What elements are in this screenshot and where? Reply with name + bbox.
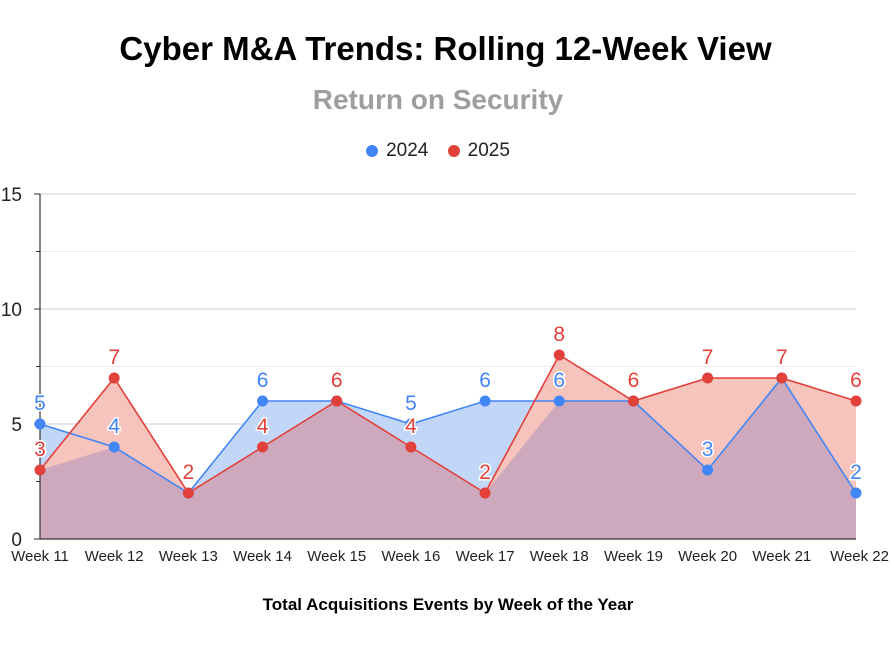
data-label-2024: 6 <box>257 369 269 392</box>
chart-title: Cyber M&A Trends: Rolling 12-Week View <box>119 30 772 67</box>
data-point-2024 <box>553 395 565 407</box>
data-label-2024: 2 <box>850 461 862 484</box>
data-point-2025 <box>331 395 343 407</box>
x-tick-label: Week 11 <box>11 548 69 565</box>
legend-item-2024[interactable]: 2024 <box>366 140 428 162</box>
data-label-2025: 2 <box>183 461 195 484</box>
data-label-2025: 7 <box>776 346 788 369</box>
data-point-2025 <box>553 349 565 361</box>
data-label-2024: 6 <box>479 369 491 392</box>
legend-item-2025[interactable]: 2025 <box>447 140 510 162</box>
data-label-2025: 7 <box>702 346 714 369</box>
y-tick-label: 10 <box>1 300 22 321</box>
x-tick-label: Week 22 <box>830 548 889 565</box>
data-point-2025 <box>702 372 714 384</box>
data-label-2025: 6 <box>850 369 862 392</box>
legend-marker-2024 <box>366 145 379 157</box>
x-tick-label: Week 18 <box>530 548 589 565</box>
x-tick-label: Week 20 <box>678 548 737 565</box>
data-label-2025: 6 <box>628 369 640 392</box>
data-point-2024 <box>34 418 46 430</box>
line-2024 <box>39 376 857 495</box>
y-tick-label: 5 <box>11 415 22 436</box>
data-point-2024 <box>257 395 269 407</box>
data-point-2025 <box>405 441 417 453</box>
legend-label-2025: 2025 <box>467 140 510 161</box>
data-label-2025: 4 <box>257 415 269 438</box>
data-label-2025: 6 <box>331 369 343 392</box>
x-tick-label: Week 15 <box>307 548 366 565</box>
y-tick-label: 0 <box>11 530 22 551</box>
data-point-2025 <box>108 372 120 384</box>
x-tick-label: Week 16 <box>381 548 440 565</box>
data-point-2025 <box>850 395 862 407</box>
data-label-2025: 4 <box>405 415 417 438</box>
data-point-2025 <box>182 487 194 499</box>
data-point-2024 <box>108 441 120 453</box>
data-label-2024: 6 <box>628 369 640 392</box>
x-tick-label: Week 13 <box>159 548 218 565</box>
data-label-2025: 7 <box>108 346 120 369</box>
data-point-2024 <box>702 464 714 476</box>
chart-subtitle: Return on Security <box>312 84 564 115</box>
data-point-2024 <box>405 418 417 430</box>
data-label-2024: 5 <box>405 392 417 415</box>
data-label-2024: 7 <box>776 346 788 369</box>
x-tick-label: Week 21 <box>752 548 811 565</box>
data-point-2025 <box>627 395 639 407</box>
data-label-2024: 2 <box>183 461 195 484</box>
data-label-2025: 2 <box>479 461 491 484</box>
x-tick-label: Week 12 <box>85 548 144 565</box>
data-point-2025 <box>34 464 46 476</box>
data-point-2024 <box>850 487 862 499</box>
data-point-2025 <box>776 372 788 384</box>
x-axis-title: Total Acquisitions Events by Week of the… <box>262 595 634 614</box>
data-label-2025: 8 <box>553 323 565 346</box>
y-tick-label: 15 <box>1 185 22 206</box>
legend-label-2024: 2024 <box>386 140 429 161</box>
data-label-2024: 5 <box>34 392 46 415</box>
x-tick-label: Week 17 <box>456 548 515 565</box>
data-point-2025 <box>257 441 269 453</box>
area-overlap <box>40 378 856 539</box>
x-tick-label: Week 19 <box>604 548 663 565</box>
data-label-2024: 6 <box>553 369 565 392</box>
chart-legend: 2024 2025 <box>0 140 876 163</box>
data-label-2024: 6 <box>331 369 343 392</box>
data-label-2025: 3 <box>34 438 46 461</box>
data-label-2024: 4 <box>108 415 120 438</box>
x-tick-label: Week 14 <box>233 548 292 565</box>
legend-marker-2025 <box>447 145 460 157</box>
data-point-2025 <box>479 487 491 499</box>
data-point-2024 <box>479 395 491 407</box>
line-2025 <box>39 353 857 495</box>
data-label-2024: 3 <box>702 438 714 461</box>
